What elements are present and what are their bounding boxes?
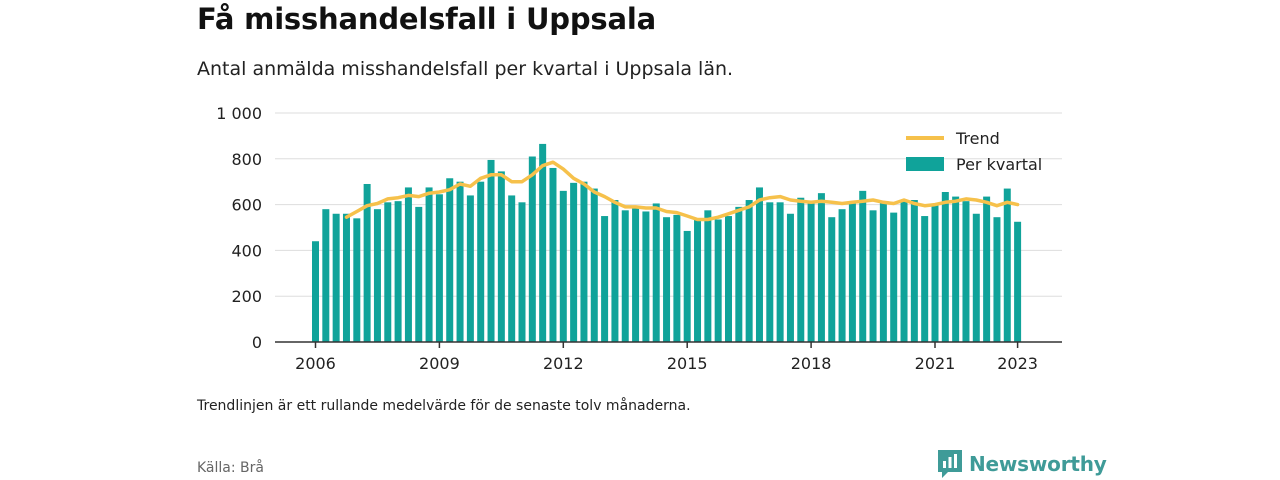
bar: [435, 194, 443, 342]
bar: [590, 188, 598, 342]
x-tick-label: 2009: [419, 354, 460, 373]
footnote: Trendlinjen är ett rullande medelvärde f…: [197, 398, 691, 414]
x-tick-label: 2021: [915, 354, 956, 373]
trend-line-group: [344, 160, 1020, 222]
bar: [952, 196, 960, 342]
bar: [859, 190, 867, 342]
bar: [580, 181, 588, 342]
y-axis-labels: 0 200 400 600 800 1 000: [216, 104, 262, 352]
bar: [745, 200, 753, 342]
bar: [394, 201, 402, 342]
y-tick-label: 0: [252, 333, 262, 352]
bar: [766, 202, 774, 342]
bar: [539, 143, 547, 342]
x-tick-label: 2018: [791, 354, 832, 373]
bar: [828, 217, 836, 342]
legend-bar-label: Per kvartal: [956, 155, 1042, 174]
bar: [384, 202, 392, 342]
bar: [363, 183, 371, 342]
y-tick-label: 1 000: [216, 104, 262, 123]
bar: [807, 203, 815, 342]
bar: [642, 211, 650, 342]
bar: [900, 200, 908, 342]
bar: [869, 210, 877, 342]
bar: [838, 209, 846, 342]
bar: [332, 213, 340, 342]
bars: [312, 143, 1022, 342]
bar: [621, 210, 629, 342]
bar: [704, 210, 712, 342]
bar: [373, 209, 381, 342]
legend-bar-swatch: [906, 157, 944, 171]
bar: [632, 206, 640, 342]
bar: [497, 171, 505, 342]
x-tick-label: 2015: [667, 354, 708, 373]
bar: [425, 187, 433, 342]
bar: [415, 206, 423, 342]
brand-logo[interactable]: Newsworthy: [938, 450, 1107, 478]
bar: [931, 204, 939, 342]
y-tick-label: 400: [231, 241, 262, 260]
bar: [962, 201, 970, 342]
bar: [342, 213, 350, 342]
bar: [673, 214, 681, 342]
bar: [508, 195, 516, 342]
x-tick-label: 2012: [543, 354, 584, 373]
bar: [549, 167, 557, 342]
bar: [983, 196, 991, 342]
y-tick-label: 800: [231, 150, 262, 169]
bar: [528, 156, 536, 342]
bar: [817, 193, 825, 342]
legend-trend-label: Trend: [955, 129, 1000, 148]
bar: [1014, 221, 1022, 342]
bar: [570, 182, 578, 342]
bar: [404, 187, 412, 342]
bar: [312, 241, 319, 342]
bar: [776, 202, 784, 342]
bar: [1003, 188, 1011, 342]
bar: [456, 181, 464, 342]
source-text: Källa: Brå: [197, 460, 264, 476]
bar: [694, 218, 702, 342]
bar: [487, 159, 495, 342]
bar: [725, 216, 732, 342]
bar: [322, 209, 330, 342]
bar: [714, 219, 722, 342]
bar: [972, 213, 980, 342]
bar: [559, 190, 567, 342]
brand-name: Newsworthy: [969, 452, 1107, 476]
bar: [601, 216, 609, 342]
bar: [786, 213, 794, 342]
legend: Trend Per kvartal: [906, 129, 1042, 174]
bar: [879, 202, 887, 342]
chart-subtitle: Antal anmälda misshandelsfall per kvarta…: [197, 58, 734, 80]
bar: [518, 202, 526, 342]
x-axis: 2006 2009 2012 2015 2018 2021 2023: [275, 341, 1062, 373]
bar: [890, 212, 898, 342]
newsworthy-logo-icon: [938, 450, 962, 478]
bar: [993, 217, 1001, 342]
trend-line: [344, 160, 1020, 222]
x-tick-label: 2006: [295, 354, 336, 373]
bar: [921, 216, 929, 342]
bar: [941, 192, 949, 342]
bar: [910, 200, 918, 342]
bar: [466, 195, 474, 342]
y-tick-label: 600: [231, 196, 262, 215]
chart-title: Få misshandelsfall i Uppsala: [197, 2, 656, 36]
bar: [755, 187, 763, 342]
bar: [652, 203, 660, 342]
bar: [477, 181, 485, 342]
bar: [735, 206, 743, 342]
y-tick-label: 200: [231, 287, 262, 306]
bar: [446, 178, 454, 342]
bar: [848, 201, 856, 342]
bar: [663, 217, 671, 342]
bar: [683, 230, 691, 342]
bar: [611, 200, 619, 342]
bar: [353, 218, 361, 342]
x-tick-label: 2023: [997, 354, 1038, 373]
bar: [797, 197, 805, 342]
